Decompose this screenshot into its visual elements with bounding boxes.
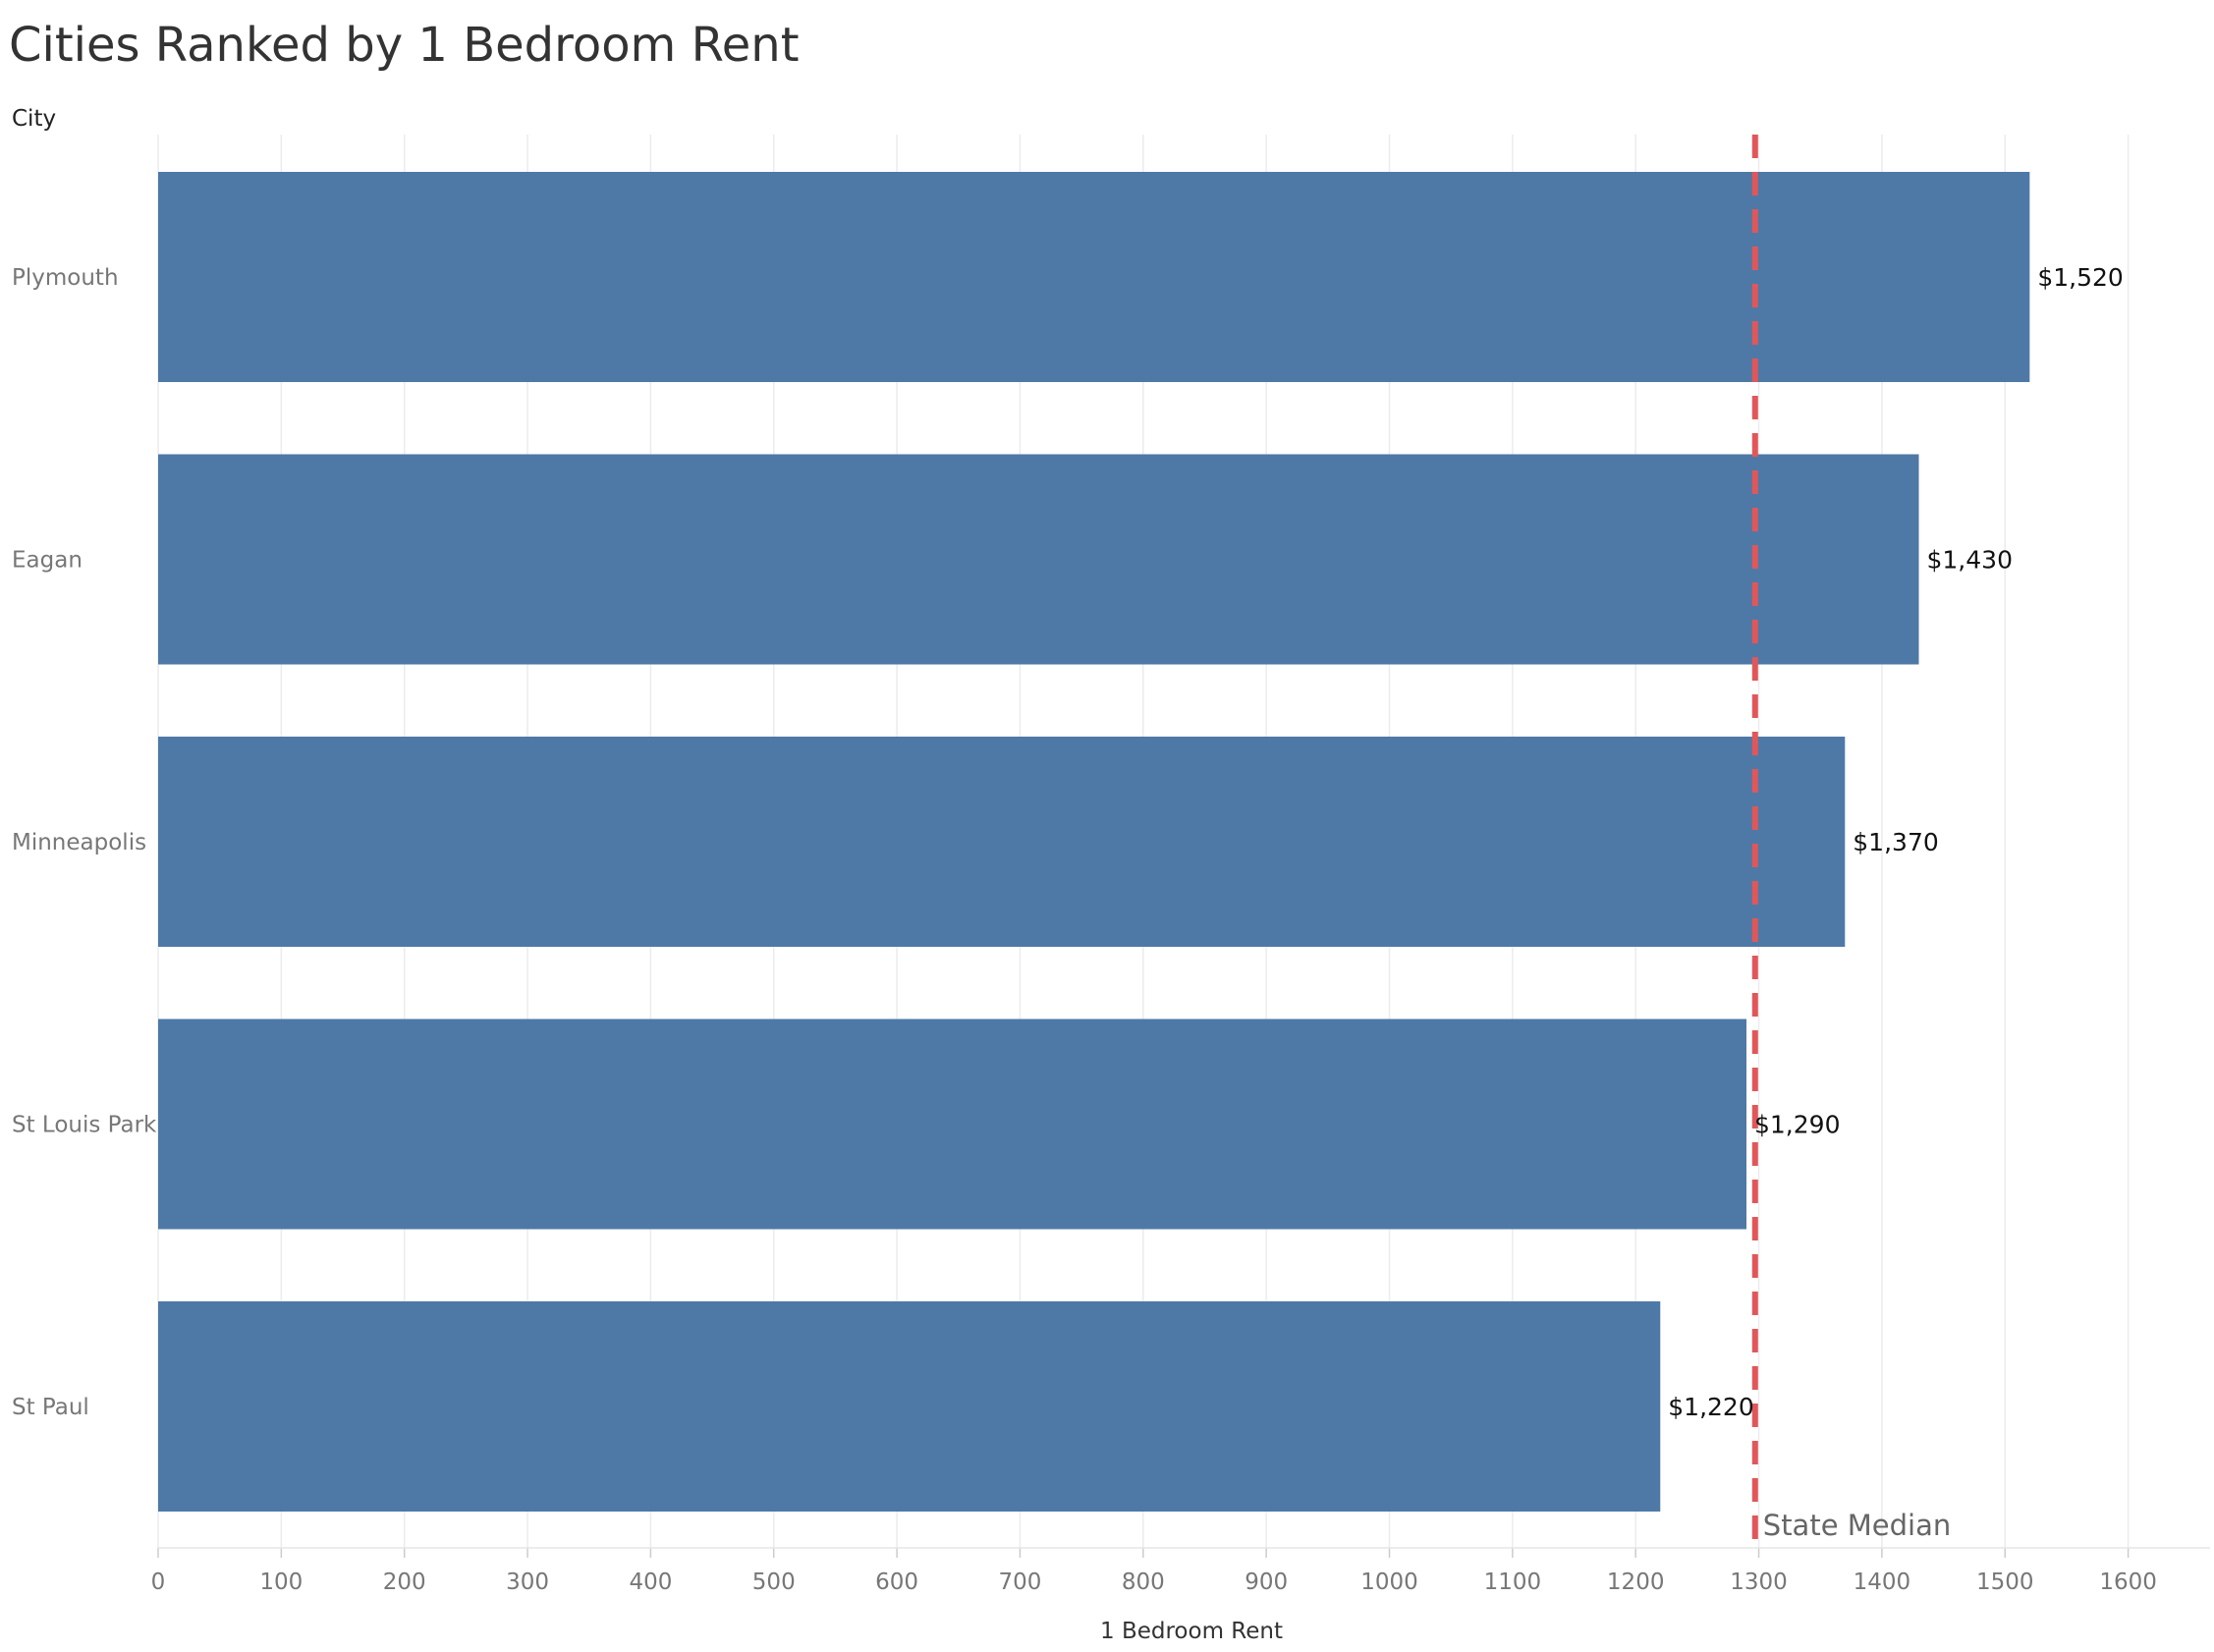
category-label: Minneapolis [12, 830, 146, 855]
x-tick-label: 1600 [2099, 1569, 2157, 1595]
x-tick-label: 700 [998, 1569, 1041, 1595]
reference-line-label: State Median [1763, 1509, 1951, 1542]
bar [158, 1301, 1661, 1512]
bar [158, 737, 1846, 947]
x-tick-label: 1100 [1484, 1569, 1542, 1595]
x-tick-label: 1200 [1607, 1569, 1665, 1595]
reference-line-group: State Median [1751, 135, 1951, 1542]
x-tick-label: 100 [259, 1569, 303, 1595]
chart-title: Cities Ranked by 1 Bedroom Rent [9, 18, 800, 73]
value-label: $1,290 [1754, 1111, 1840, 1139]
x-tick-label: 300 [506, 1569, 549, 1595]
x-tick-label: 400 [629, 1569, 672, 1595]
x-tick-label: 1300 [1730, 1569, 1788, 1595]
x-tick-label: 200 [383, 1569, 426, 1595]
category-label: Eagan [12, 548, 83, 574]
value-label: $1,430 [1927, 546, 2013, 575]
x-axis-ticks: 0 100 200 300 400 500 600 700 800 900 1000 1100 1200… [151, 1547, 2210, 1595]
value-label: $1,520 [2037, 263, 2123, 292]
x-tick-label: 600 [875, 1569, 918, 1595]
x-tick-label: 500 [752, 1569, 796, 1595]
x-tick-label: 900 [1245, 1569, 1288, 1595]
x-axis-title: 1 Bedroom Rent [1100, 1619, 1283, 1644]
x-tick-label: 1000 [1360, 1569, 1418, 1595]
row-header: City [12, 106, 57, 132]
value-labels: $1,520 $1,430 $1,370 $1,290 $1,220 [1668, 263, 2124, 1421]
category-label: St Paul [12, 1395, 89, 1420]
x-tick-label: 1400 [1854, 1569, 1911, 1595]
x-tick-label: 1500 [1976, 1569, 2034, 1595]
category-label: St Louis Park [12, 1113, 157, 1138]
bar [158, 172, 2030, 382]
category-label: Plymouth [12, 265, 119, 291]
bar [158, 454, 1919, 665]
bar [158, 1019, 1747, 1230]
x-tick-label: 0 [151, 1569, 166, 1595]
value-label: $1,370 [1853, 828, 1938, 856]
bars [158, 172, 2030, 1512]
category-labels: Plymouth Eagan Minneapolis St Louis Park St … [12, 265, 157, 1420]
x-tick-label: 800 [1122, 1569, 1165, 1595]
value-label: $1,220 [1668, 1393, 1753, 1421]
